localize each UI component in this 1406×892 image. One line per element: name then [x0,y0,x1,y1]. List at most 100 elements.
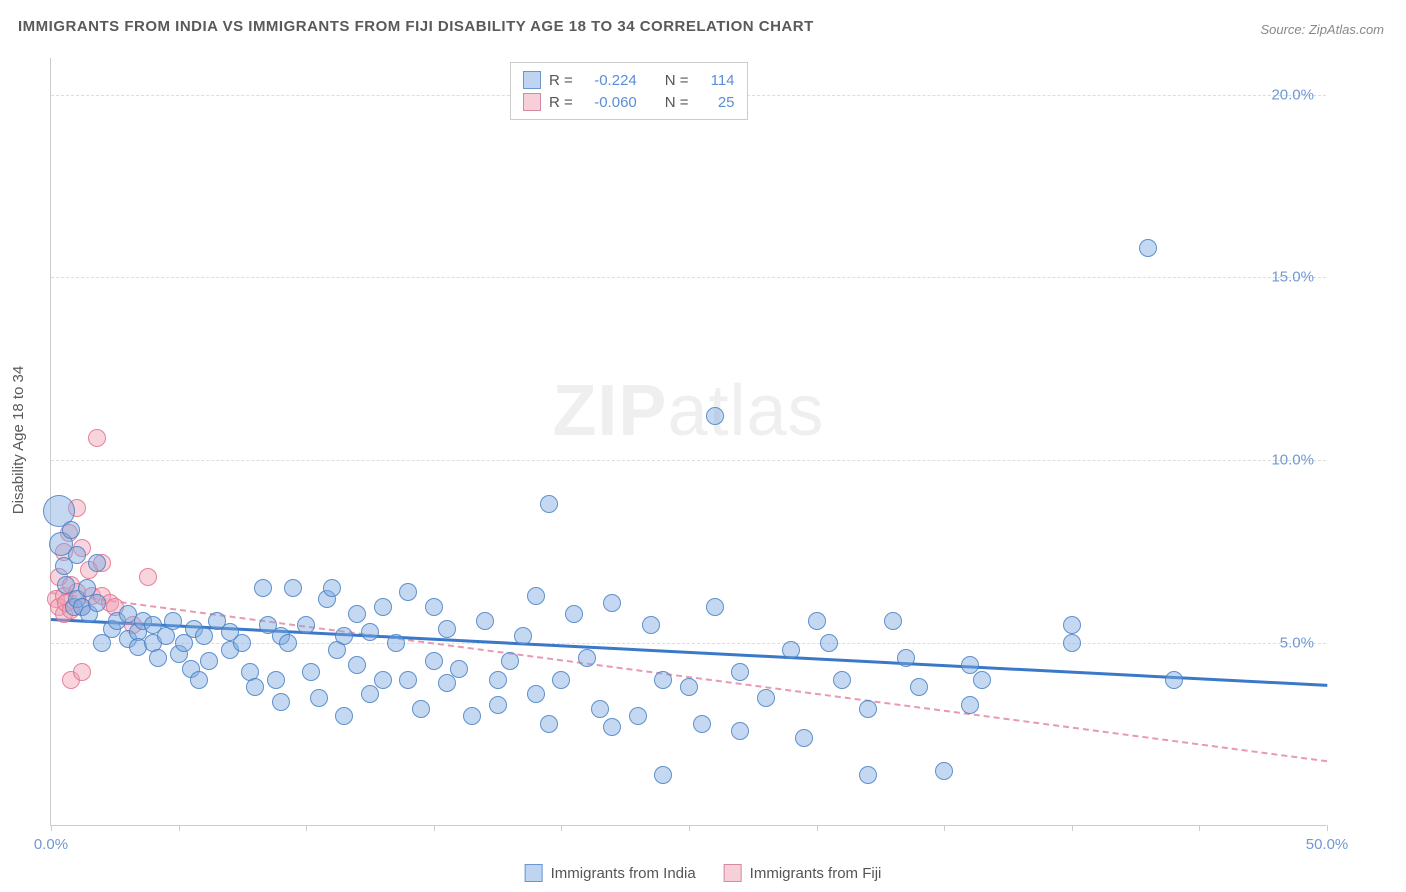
data-point-india [425,652,443,670]
data-point-india [961,656,979,674]
data-point-india [88,594,106,612]
data-point-india [973,671,991,689]
data-point-india [149,649,167,667]
data-point-india [501,652,519,670]
legend-label: Immigrants from India [551,865,696,882]
data-point-india [200,652,218,670]
data-point-india [565,605,583,623]
data-point-india [591,700,609,718]
x-tick-mark [689,825,690,831]
data-point-india [489,671,507,689]
n-label: N = [665,94,689,111]
data-point-india [463,707,481,725]
x-tick-mark [817,825,818,831]
data-point-india [731,722,749,740]
legend-item: Immigrants from Fiji [724,864,882,882]
x-tick-mark [1072,825,1073,831]
swatch-blue [523,71,541,89]
legend-stats-row: R =-0.060N =25 [523,91,735,113]
data-point-india [425,598,443,616]
data-point-india [680,678,698,696]
data-point-india [1165,671,1183,689]
data-point-india [323,579,341,597]
y-axis-label: Disability Age 18 to 34 [10,366,27,514]
data-point-india [284,579,302,597]
data-point-india [476,612,494,630]
data-point-india [254,579,272,597]
data-point-india [62,521,80,539]
data-point-india [361,685,379,703]
data-point-india [399,583,417,601]
data-point-india [540,495,558,513]
data-point-india [910,678,928,696]
data-point-india [706,407,724,425]
data-point-india [603,718,621,736]
data-point-india [361,623,379,641]
legend-item: Immigrants from India [525,864,696,882]
data-point-india [387,634,405,652]
data-point-india [450,660,468,678]
data-point-india [88,554,106,572]
data-point-india [833,671,851,689]
data-point-india [374,671,392,689]
data-point-fiji [139,568,157,586]
r-label: R = [549,94,573,111]
data-point-india [302,663,320,681]
data-point-india [820,634,838,652]
data-point-india [68,546,86,564]
data-point-india [233,634,251,652]
data-point-india [335,707,353,725]
data-point-india [706,598,724,616]
chart-title: IMMIGRANTS FROM INDIA VS IMMIGRANTS FROM… [18,18,814,35]
n-value: 114 [697,72,735,89]
data-point-india [1063,634,1081,652]
data-point-india [267,671,285,689]
data-point-india [246,678,264,696]
data-point-india [859,700,877,718]
x-tick-label: 0.0% [34,836,68,853]
data-point-india [438,620,456,638]
data-point-india [654,766,672,784]
data-point-india [399,671,417,689]
data-point-india [374,598,392,616]
x-tick-mark [944,825,945,831]
data-point-india [195,627,213,645]
data-point-india [795,729,813,747]
data-point-india [279,634,297,652]
data-point-india [693,715,711,733]
r-value: -0.060 [581,94,637,111]
data-point-india [335,627,353,645]
swatch-pink [523,93,541,111]
data-point-india [310,689,328,707]
legend-bottom: Immigrants from India Immigrants from Fij… [525,864,882,882]
data-point-india [603,594,621,612]
data-point-india [540,715,558,733]
data-point-fiji [88,429,106,447]
x-tick-mark [306,825,307,831]
data-point-india [527,685,545,703]
data-point-india [272,693,290,711]
x-tick-mark [561,825,562,831]
data-point-india [808,612,826,630]
data-point-india [348,605,366,623]
data-point-india [897,649,915,667]
gridline [51,460,1326,461]
data-point-fiji [73,663,91,681]
y-tick-label: 15.0% [1271,269,1314,286]
data-point-india [1063,616,1081,634]
data-point-india [1139,239,1157,257]
x-tick-mark [51,825,52,831]
data-point-india [348,656,366,674]
data-point-india [297,616,315,634]
plot-area: ZIPatlas 5.0%10.0%15.0%20.0%0.0%50.0%R =… [50,58,1326,826]
watermark: ZIPatlas [552,370,824,452]
data-point-india [961,696,979,714]
y-tick-label: 5.0% [1280,635,1314,652]
data-point-india [438,674,456,692]
r-value: -0.224 [581,72,637,89]
data-point-india [629,707,647,725]
data-point-india [731,663,749,681]
data-point-india [884,612,902,630]
y-tick-label: 10.0% [1271,452,1314,469]
data-point-india [527,587,545,605]
